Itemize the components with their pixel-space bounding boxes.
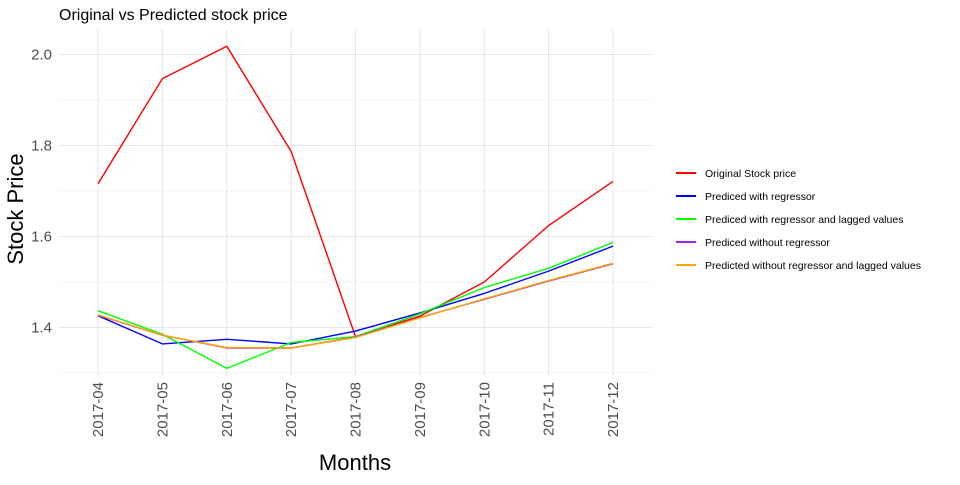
- legend-label: Prediced with regressor: [705, 191, 816, 203]
- y-tick-label: 1.8: [31, 138, 52, 155]
- y-tick-label: 1.6: [31, 229, 52, 246]
- legend-label: Prediced without regressor: [705, 237, 830, 249]
- x-axis-ticks: 2017-04 2017-05 2017-06 2017-07 2017-08 2017-…: [90, 382, 622, 437]
- series-line-2: [97, 245, 614, 345]
- grid: [59, 30, 652, 376]
- legend-label: Predicted without regressor and lagged v…: [705, 260, 921, 272]
- x-tick-label: 2017-06: [219, 382, 236, 437]
- series-line-5: [97, 262, 614, 349]
- series-lines: [97, 45, 614, 370]
- x-tick-label: 2017-07: [283, 382, 300, 437]
- chart-title: Original vs Predicted stock price: [59, 7, 288, 24]
- x-tick-label: 2017-09: [412, 382, 429, 437]
- legend-label: Prediced with regressor and lagged value…: [705, 214, 903, 226]
- x-tick-label: 2017-10: [476, 382, 493, 437]
- y-axis-title: Stock Price: [3, 153, 28, 264]
- x-tick-label: 2017-05: [154, 382, 171, 437]
- x-tick-label: 2017-11: [541, 382, 558, 436]
- y-axis-ticks: 1.4 1.6 1.8 2.0: [31, 47, 52, 337]
- legend-label: Original Stock price: [705, 168, 796, 180]
- x-tick-label: 2017-04: [90, 382, 107, 437]
- x-axis-title: Months: [319, 450, 391, 475]
- x-tick-label: 2017-12: [605, 382, 622, 437]
- y-tick-label: 2.0: [31, 47, 52, 64]
- legend: Original Stock price Prediced with regres…: [676, 168, 921, 272]
- x-tick-label: 2017-08: [348, 382, 365, 437]
- y-tick-label: 1.4: [31, 320, 52, 337]
